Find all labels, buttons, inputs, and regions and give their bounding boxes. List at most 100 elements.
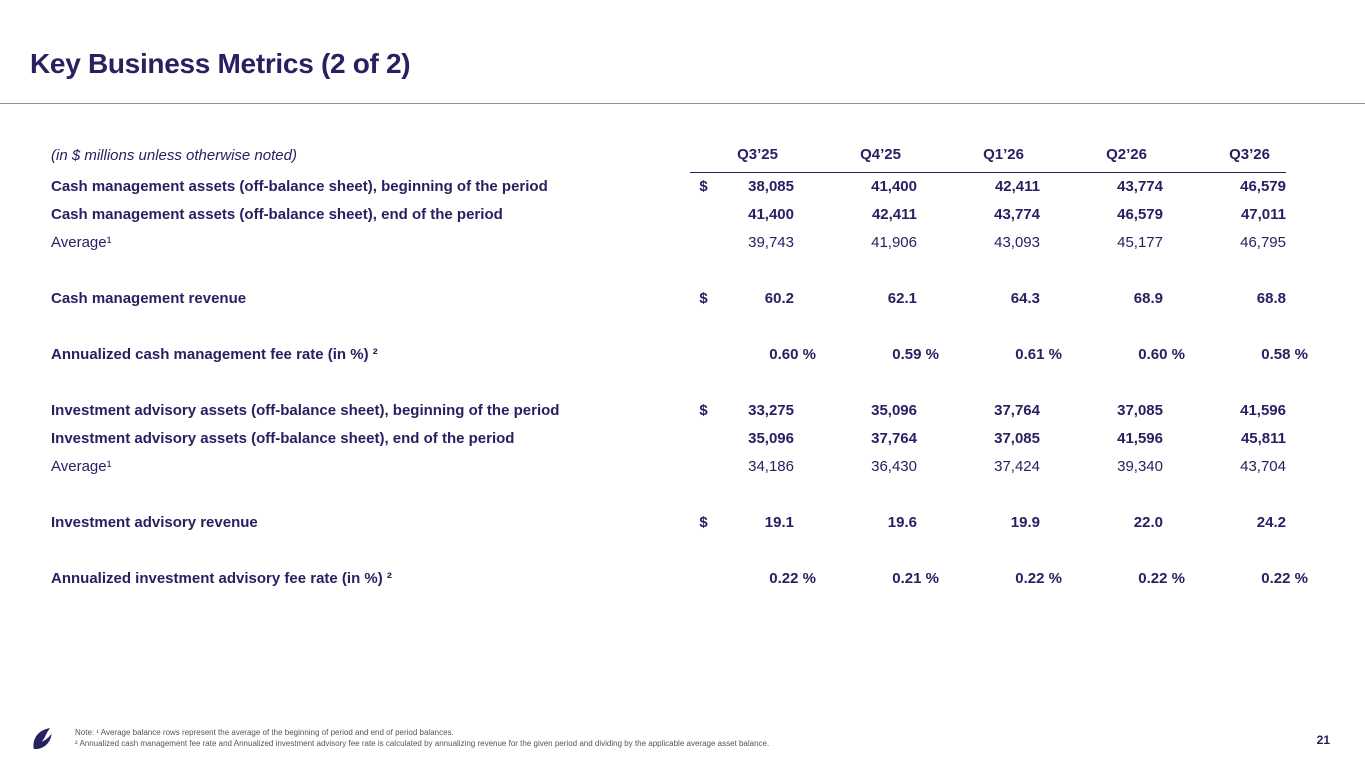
cell-value: 34,186 [748, 458, 794, 475]
cell-value: 37,085 [994, 430, 1040, 447]
cell-value: 41,596 [1240, 402, 1286, 419]
table-cell: 0.58 % [1163, 313, 1308, 369]
table-cell: 45,811 [1163, 425, 1286, 453]
currency-symbol [690, 537, 717, 593]
cell-value: 41,400 [748, 206, 794, 223]
currency-symbol [690, 425, 717, 453]
currency-symbol [690, 201, 717, 229]
cell-value: 0.22 % [769, 570, 816, 587]
cell-value: 0.60 % [1138, 346, 1185, 363]
company-logo-icon [30, 726, 53, 751]
table-cell: 0.22 % [1163, 537, 1308, 593]
table-cell: 45,177 [1040, 229, 1163, 257]
table-row: Average¹ 34,186 36,430 37,424 39,340 43,704 [51, 453, 1286, 481]
table-row: Investment advisory revenue $19.1 19.6 19.9… [51, 481, 1286, 537]
cell-value: 42,411 [994, 178, 1040, 195]
currency-symbol [690, 229, 717, 257]
cell-value: 33,275 [748, 402, 794, 419]
currency-symbol: $ [699, 178, 708, 195]
table-cell: 39,743 [717, 229, 794, 257]
table-cell: 41,400 [717, 201, 794, 229]
table-body: Cash management assets (off-balance shee… [51, 173, 1308, 594]
table-cell: 43,704 [1163, 453, 1286, 481]
row-label: Cash management assets (off-balance shee… [51, 206, 503, 223]
table-cell: 68.8 [1163, 257, 1286, 313]
cell-value: 68.8 [1256, 290, 1286, 307]
row-label: Investment advisory assets (off-balance … [51, 430, 515, 447]
table-cell: 37,085 [1040, 369, 1163, 425]
cell-value: 46,579 [1240, 178, 1286, 195]
table-cell: 41,400 [794, 173, 917, 202]
table-cell: 36,430 [794, 453, 917, 481]
row-label: Annualized investment advisory fee rate … [51, 570, 392, 587]
table-cell: 41,596 [1040, 425, 1163, 453]
currency-symbol: $ [699, 402, 708, 419]
table-cell: 0.59 % [794, 313, 939, 369]
cell-value: 41,400 [871, 178, 917, 195]
cell-value: 22.0 [1133, 514, 1163, 531]
table-cell: 0.22 % [1040, 537, 1185, 593]
table-cell: 43,774 [917, 201, 1040, 229]
table-cell: 39,340 [1040, 453, 1163, 481]
table-row: Investment advisory assets (off-balance … [51, 425, 1286, 453]
table-cell: 33,275 [717, 369, 794, 425]
table-cell: 34,186 [717, 453, 794, 481]
cell-value: 19.1 [764, 514, 794, 531]
cell-value: 0.60 % [769, 346, 816, 363]
table-cell: 62.1 [794, 257, 917, 313]
page-number: 21 [1316, 733, 1330, 747]
table-cell: 37,764 [794, 425, 917, 453]
cell-value: 41,596 [1117, 430, 1163, 447]
table-cell: 35,096 [794, 369, 917, 425]
row-label: Cash management revenue [51, 290, 247, 307]
table-cell: 38,085 [717, 173, 794, 202]
table-cell: 37,085 [917, 425, 1040, 453]
column-header: Q2’26 [1040, 146, 1163, 173]
cell-value: 45,177 [1117, 234, 1163, 251]
currency-symbol: $ [699, 290, 708, 307]
cell-value: 37,764 [994, 402, 1040, 419]
column-header: Q1’26 [917, 146, 1040, 173]
cell-value: 35,096 [748, 430, 794, 447]
row-label: Average¹ [51, 234, 112, 251]
cell-value: 43,704 [1240, 458, 1286, 475]
table-cell: 41,596 [1163, 369, 1286, 425]
table-cell: 42,411 [794, 201, 917, 229]
cell-value: 41,906 [871, 234, 917, 251]
column-header: Q3’26 [1163, 146, 1286, 173]
table-cell: 0.60 % [1040, 313, 1185, 369]
table-row: Cash management revenue $60.2 62.1 64.3 68.9… [51, 257, 1286, 313]
cell-value: 43,093 [994, 234, 1040, 251]
cell-value: 0.59 % [892, 346, 939, 363]
table-row: Cash management assets (off-balance shee… [51, 201, 1286, 229]
cell-value: 39,743 [748, 234, 794, 251]
table-row: Average¹ 39,743 41,906 43,093 45,177 46,795 [51, 229, 1286, 257]
cell-value: 0.22 % [1015, 570, 1062, 587]
table-cell: 19.9 [917, 481, 1040, 537]
cell-value: 37,085 [1117, 402, 1163, 419]
column-header: Q3’25 [717, 146, 794, 173]
row-label: Average¹ [51, 458, 112, 475]
page-title: Key Business Metrics (2 of 2) [30, 48, 411, 79]
table-row: Annualized investment advisory fee rate … [51, 537, 1308, 593]
cell-value: 36,430 [871, 458, 917, 475]
cell-value: 35,096 [871, 402, 917, 419]
footnotes: Note: ¹ Average balance rows represent t… [75, 727, 769, 749]
unit-note: (in $ millions unless otherwise noted) [51, 146, 297, 164]
table-cell: 0.60 % [717, 313, 816, 369]
cell-value: 19.9 [1010, 514, 1040, 531]
cell-value: 0.61 % [1015, 346, 1062, 363]
cell-value: 64.3 [1010, 290, 1040, 307]
cell-value: 37,424 [994, 458, 1040, 475]
table-cell: 19.1 [717, 481, 794, 537]
table-cell: 37,764 [917, 369, 1040, 425]
table-cell: 0.61 % [917, 313, 1062, 369]
cell-value: 46,795 [1240, 234, 1286, 251]
row-label: Annualized cash management fee rate (in … [51, 346, 378, 363]
row-label: Investment advisory revenue [51, 514, 258, 531]
cell-value: 0.58 % [1261, 346, 1308, 363]
table-cell: 19.6 [794, 481, 917, 537]
table-cell: 46,579 [1163, 173, 1286, 202]
currency-symbol [690, 313, 717, 369]
